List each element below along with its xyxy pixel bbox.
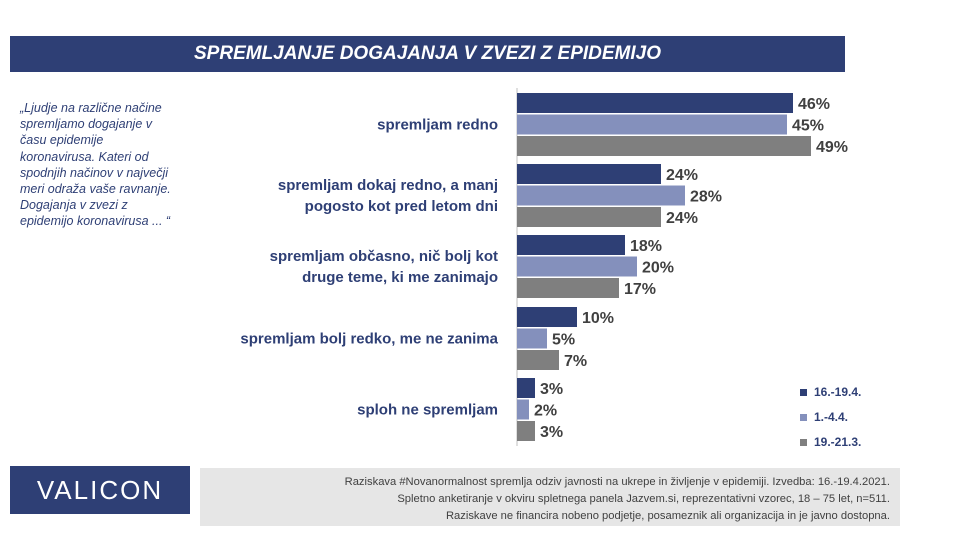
data-label: 18% bbox=[630, 238, 662, 255]
category-label: druge teme, ki me zanimajo bbox=[302, 269, 498, 286]
data-label: 46% bbox=[798, 96, 830, 113]
logo-text: VALICON bbox=[36, 474, 164, 505]
bar bbox=[517, 93, 793, 113]
bar bbox=[517, 421, 535, 441]
legend-label: 19.-21.3. bbox=[814, 435, 861, 449]
data-label: 7% bbox=[564, 353, 587, 370]
category-label: spremljam bolj redko, me ne zanima bbox=[240, 331, 498, 348]
category-label: spremljam občasno, nič bolj kot bbox=[270, 248, 498, 265]
data-label: 10% bbox=[582, 310, 614, 327]
data-label: 3% bbox=[540, 424, 563, 441]
bar bbox=[517, 307, 577, 327]
bar bbox=[517, 235, 625, 255]
data-label: 3% bbox=[540, 381, 563, 398]
data-label: 24% bbox=[666, 210, 698, 227]
legend-label: 1.-4.4. bbox=[814, 410, 848, 424]
valicon-logo: VALICON bbox=[10, 466, 190, 514]
legend-label: 16.-19.4. bbox=[814, 385, 861, 399]
bar bbox=[517, 185, 685, 206]
chart-title-bar: SPREMLJANJE DOGAJANJA V ZVEZI Z EPIDEMIJ… bbox=[10, 36, 845, 72]
data-label: 17% bbox=[624, 281, 656, 298]
bar bbox=[517, 378, 535, 398]
chart-title: SPREMLJANJE DOGAJANJA V ZVEZI Z EPIDEMIJ… bbox=[194, 43, 661, 64]
survey-question: „Ljudje na različne načine spremljamo do… bbox=[20, 101, 171, 229]
category-label: sploh ne spremljam bbox=[357, 402, 498, 419]
data-label: 5% bbox=[552, 332, 575, 349]
bar bbox=[517, 278, 619, 298]
legend-swatch bbox=[800, 389, 807, 396]
category-label: spremljam redno bbox=[377, 117, 498, 134]
category-label: pogosto kot pred letom dni bbox=[305, 198, 498, 215]
legend-swatch bbox=[800, 414, 807, 421]
footnote-line: Raziskava #Novanormalnost spremlja odziv… bbox=[344, 476, 890, 488]
data-label: 24% bbox=[666, 167, 698, 184]
bar bbox=[517, 328, 547, 349]
footnote: Raziskava #Novanormalnost spremlja odziv… bbox=[200, 468, 900, 526]
bar bbox=[517, 207, 661, 227]
data-label: 45% bbox=[792, 118, 824, 135]
bar-chart: 46%24%18%10%3%45%28%20%5%2%49%24%17%7%3%… bbox=[240, 88, 861, 449]
bar bbox=[517, 164, 661, 184]
bar bbox=[517, 114, 787, 135]
footnote-line: Raziskave ne financira nobeno podjetje, … bbox=[445, 510, 890, 522]
footnote-line: Spletno anketiranje v okviru spletnega p… bbox=[397, 493, 890, 505]
legend-swatch bbox=[800, 439, 807, 446]
bar bbox=[517, 399, 529, 420]
category-label: spremljam dokaj redno, a manj bbox=[278, 177, 498, 194]
bar bbox=[517, 136, 811, 156]
bar bbox=[517, 350, 559, 370]
data-label: 28% bbox=[690, 189, 722, 206]
data-label: 49% bbox=[816, 139, 848, 156]
bar bbox=[517, 256, 637, 277]
data-label: 2% bbox=[534, 403, 557, 420]
data-label: 20% bbox=[642, 260, 674, 277]
